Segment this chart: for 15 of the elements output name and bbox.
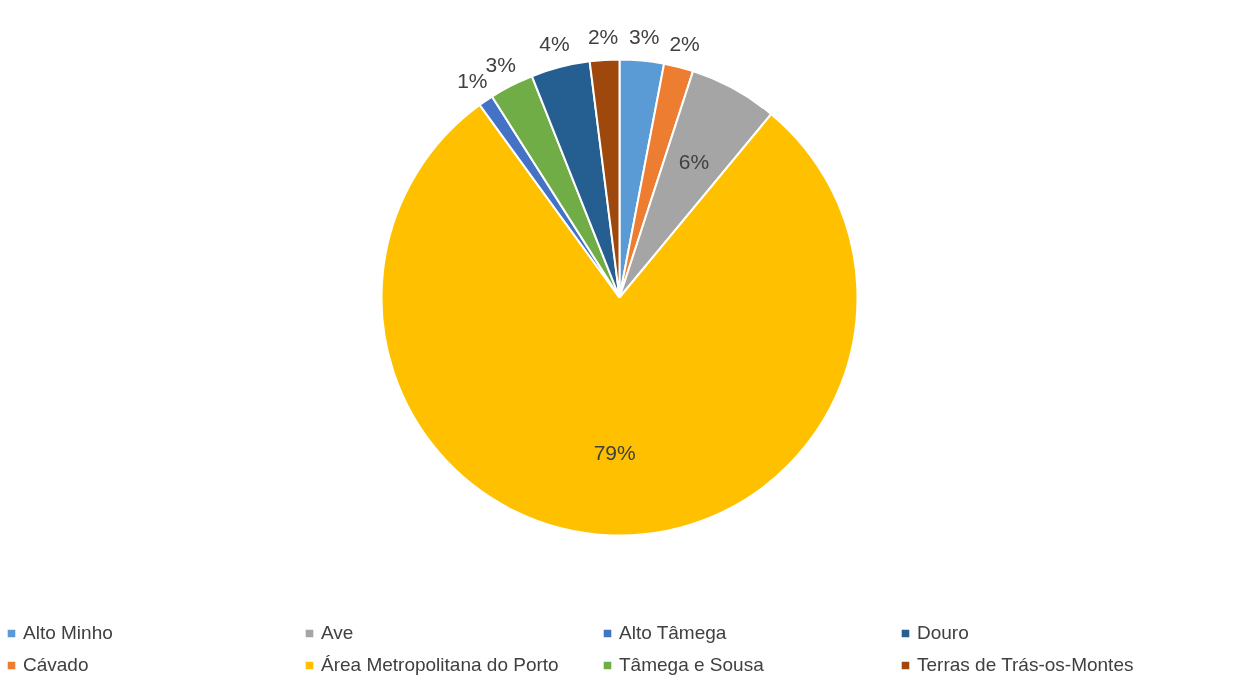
legend-label: Cávado [23, 654, 90, 676]
legend-label: Área Metropolitana do Porto [321, 654, 560, 676]
legend-label: Douro [917, 622, 970, 644]
data-label: 79% [593, 440, 636, 464]
data-label: 2% [669, 32, 700, 56]
data-label: 2% [587, 24, 619, 48]
data-label: 3% [628, 25, 660, 49]
legend-label: Ave [321, 622, 355, 644]
data-label: 6% [678, 150, 710, 174]
legend-label: Alto Tâmega [619, 622, 728, 644]
legend-label: Alto Minho [23, 622, 114, 644]
data-label: 4% [539, 32, 570, 56]
legend-label: Terras de Trás-os-Montes [917, 654, 1135, 676]
data-label: 3% [485, 52, 516, 76]
legend-label: Tâmega e Sousa [619, 654, 765, 676]
